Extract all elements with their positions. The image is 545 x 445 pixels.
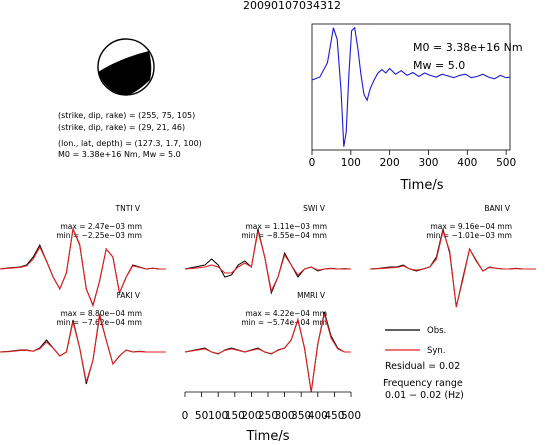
wave-x-axis-label: Time/s: [246, 429, 290, 444]
station-max-label: max = 4.22e−04 mm: [245, 309, 327, 318]
station-name: SWI V: [303, 204, 326, 213]
beachball-icon: [97, 38, 155, 96]
wave-x-tick-label: 450: [324, 410, 344, 422]
legend-obs-label: Obs.: [427, 326, 446, 336]
residual-label: Residual = 0.02: [385, 361, 460, 372]
station-min-label: min = −7.62e−04 mm: [56, 318, 142, 327]
wave-x-tick-label: 350: [291, 410, 311, 422]
wave-x-tick-label: 500: [341, 410, 361, 422]
station-min-label: min = −8.55e−04 mm: [241, 231, 327, 240]
stf-x-axis-label: Time/s: [400, 178, 444, 193]
station-name: TNTI V: [115, 204, 141, 213]
synthetic-waveform-line: [369, 228, 536, 308]
synthetic-waveform-line: [184, 230, 351, 293]
synthetic-waveform-line: [184, 313, 351, 393]
synthetic-waveform-line: [0, 227, 166, 308]
frequency-range-title: Frequency range: [383, 378, 463, 389]
legend: Obs. Syn. Residual = 0.02 Frequency rang…: [383, 326, 464, 401]
stf-m0-label: M0 = 3.38e+16 Nm: [413, 41, 523, 54]
wave-x-tick-label: 50: [195, 410, 208, 422]
stf-x-tick-label: 0: [309, 157, 316, 169]
wave-x-tick-label: 0: [182, 410, 189, 422]
wave-x-tick-label: 200: [241, 410, 261, 422]
stf-plot: M0 = 3.38e+16 Nm Mw = 5.0 0 100 200 300 400 5…: [309, 23, 523, 193]
stf-x-tick-label: 200: [380, 157, 400, 169]
stf-mw-label: Mw = 5.0: [413, 59, 465, 72]
stf-x-tick-label: 400: [457, 157, 477, 169]
location-line: (lon., lat, depth) = (127.3, 1.7, 100): [58, 139, 202, 148]
mechanism-line-2: (strike, dip, rake) = (29, 21, 46): [58, 123, 185, 132]
stf-series-line: [311, 26, 511, 147]
stf-x-tick-label: 100: [341, 157, 361, 169]
stf-x-tick-label: 500: [496, 157, 516, 169]
legend-syn-label: Syn.: [427, 346, 446, 356]
moment-line: M0 = 3.38e+16 Nm, Mw = 5.0: [58, 150, 181, 159]
station-min-label: min = −5.74e−04 mm: [241, 318, 327, 327]
station-max-label: max = 8.80e−04 mm: [60, 309, 142, 318]
mechanism-line-1: (strike, dip, rake) = (255, 75, 105): [58, 111, 195, 120]
mechanism-info: (strike, dip, rake) = (255, 75, 105) (st…: [58, 111, 202, 159]
wave-x-tick-label: 400: [308, 410, 328, 422]
synthetic-waveform-line: [0, 313, 166, 383]
station-max-label: max = 9.16e−04 mm: [430, 222, 512, 231]
station-max-label: max = 1.11e−03 mm: [245, 222, 327, 231]
figure-title: 20090107034312: [243, 0, 341, 12]
station-min-label: min = −1.01e−03 mm: [426, 231, 512, 240]
wave-x-tick-label: 150: [225, 410, 245, 422]
stf-x-axis: 0 100 200 300 400 500: [309, 150, 516, 169]
wave-x-tick-label: 100: [208, 410, 228, 422]
station-min-label: min = −2.25e−03 mm: [56, 231, 142, 240]
wave-x-tick-label: 300: [275, 410, 295, 422]
wave-x-tick-label: 250: [258, 410, 278, 422]
stf-x-tick-label: 300: [418, 157, 438, 169]
frequency-range-value: 0.01 − 0.02 (Hz): [385, 390, 464, 401]
station-name: BANI V: [484, 204, 510, 213]
station-max-label: max = 2.47e−03 mm: [60, 222, 142, 231]
station-name: MMRI V: [297, 291, 326, 300]
stf-frame: [311, 23, 511, 151]
station-name: FAKI V: [117, 291, 141, 300]
